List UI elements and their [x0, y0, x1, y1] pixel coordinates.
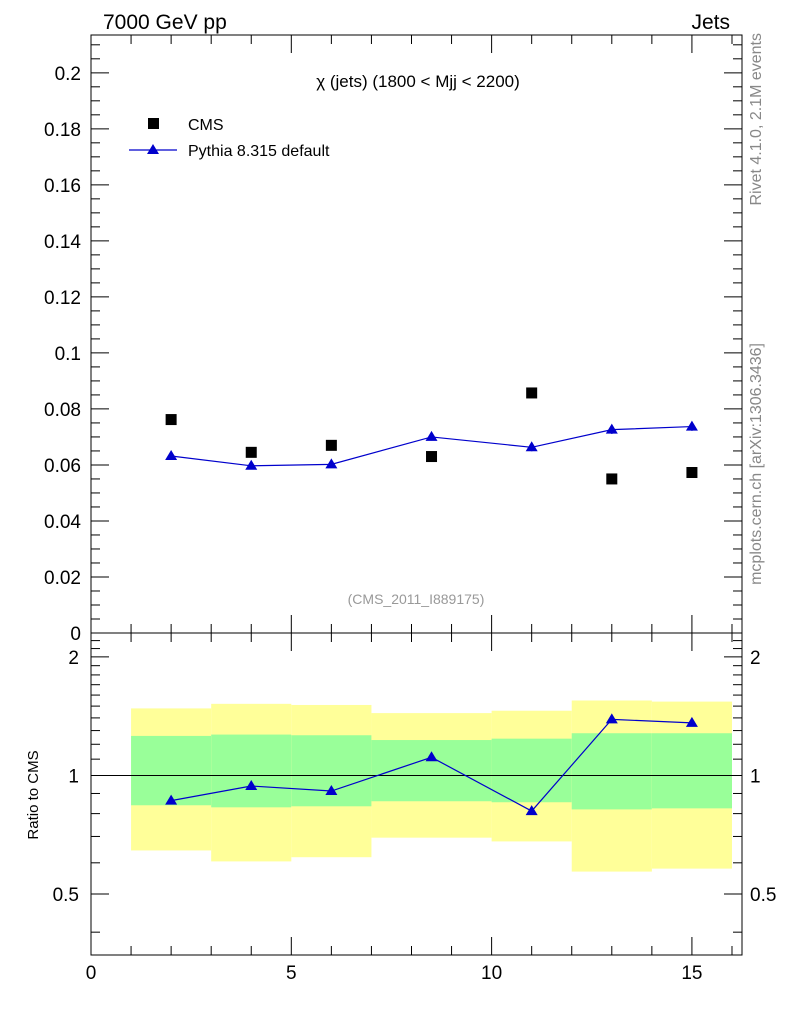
ratio-y-tick-label-right: 1: [750, 766, 761, 787]
main-cms-series: [165, 387, 698, 485]
main-y-tick-label: 0.1: [55, 344, 81, 365]
ratio-inner-band: [651, 733, 732, 809]
rivet-version-label: Rivet 4.1.0, 2.1M events: [748, 33, 765, 206]
main-y-tick-label: 0.14: [44, 232, 81, 253]
ratio-inner-band: [571, 733, 652, 810]
x-tick-label: 5: [286, 963, 297, 984]
main-y-tick-label: 0.02: [44, 568, 81, 589]
x-tick-label: 15: [681, 963, 702, 984]
ratio-y-tick-label-left: 0.5: [53, 885, 79, 906]
ratio-data-point: [605, 713, 618, 724]
main-plot-panel: χ (jets) (1800 < Mjj < 2200) (CMS_2011_I…: [44, 34, 743, 645]
cms-data-point: [686, 467, 698, 479]
ratio-uncertainty-bands: [131, 700, 732, 872]
ratio-y-axis-labels: 0.5 0.5 1 1 2 2: [53, 648, 777, 906]
main-y-tick-label: 0.12: [44, 288, 81, 309]
cms-data-point: [165, 414, 177, 426]
ratio-y-tick-label-left: 1: [68, 766, 79, 787]
pythia-data-point: [425, 430, 438, 441]
header-process-label: Jets: [691, 11, 730, 34]
ratio-data-point: [165, 794, 178, 805]
mcplots-source-label: mcplots.cern.ch [arXiv:1306.3436]: [748, 343, 765, 585]
ratio-inner-band: [371, 740, 492, 802]
legend: CMS Pythia 8.315 default: [129, 117, 330, 160]
ratio-inner-band: [131, 735, 212, 806]
header-beam-label: 7000 GeV pp: [103, 11, 227, 34]
main-y-tick-label: 0.08: [44, 400, 81, 421]
main-y-tick-label: 0.04: [44, 512, 81, 533]
ratio-plot-frame: [90, 632, 743, 956]
cms-data-point: [325, 439, 337, 451]
pythia-data-point: [245, 459, 258, 470]
main-y-tick-label: 0.18: [44, 120, 81, 141]
main-y-tick-label: 0.16: [44, 176, 81, 197]
ratio-data-point: [685, 716, 698, 727]
ratio-pythia-series: [165, 713, 698, 816]
x-tick-label: 0: [86, 963, 97, 984]
analysis-id-label: (CMS_2011_I889175): [348, 591, 485, 607]
ratio-plot-panel: 0.5 0.5 1 1 2 2 0 5 10 15 Ratio to CMS: [25, 632, 777, 984]
pythia-data-point: [685, 420, 698, 431]
ratio-inner-band: [291, 735, 372, 807]
ratio-y-tick-label-right: 0.5: [750, 885, 776, 906]
x-tick-label: 10: [481, 963, 502, 984]
legend-pythia-label: Pythia 8.315 default: [188, 143, 330, 160]
x-axis-labels: 0 5 10 15: [86, 963, 703, 984]
pythia-data-point: [165, 449, 178, 460]
ratio-inner-band: [211, 734, 292, 808]
main-y-tick-label: 0.06: [44, 456, 81, 477]
main-y-tick-label: 0.2: [55, 64, 81, 85]
ratio-y-axis-title: Ratio to CMS: [25, 750, 42, 839]
ratio-data-point: [325, 785, 338, 796]
ratio-data-point: [425, 751, 438, 762]
ratio-data-point: [245, 780, 258, 791]
main-y-tick-label: 0: [70, 624, 81, 645]
cms-data-point: [526, 387, 538, 399]
cms-data-point: [606, 473, 618, 485]
legend-cms-marker: [148, 118, 159, 129]
pythia-data-point: [525, 441, 538, 452]
plot-title: χ (jets) (1800 < Mjj < 2200): [316, 72, 520, 91]
cms-data-point: [426, 451, 438, 463]
legend-pythia-marker: [147, 144, 159, 154]
ratio-y-tick-label-left: 2: [68, 648, 79, 669]
cms-data-point: [245, 446, 257, 458]
ratio-y-tick-label-right: 2: [750, 648, 761, 669]
ratio-inner-band: [491, 738, 572, 803]
main-axis-ticks: [90, 35, 742, 634]
pythia-data-point: [325, 458, 338, 469]
legend-cms-label: CMS: [188, 117, 224, 134]
pythia-data-point: [605, 423, 618, 434]
ratio-data-point: [525, 805, 538, 816]
main-pythia-series: [165, 420, 698, 470]
main-y-axis-labels: 0 0.02 0.04 0.06 0.08 0.1 0.12 0.14 0.16 0.18 0.2: [44, 64, 81, 645]
